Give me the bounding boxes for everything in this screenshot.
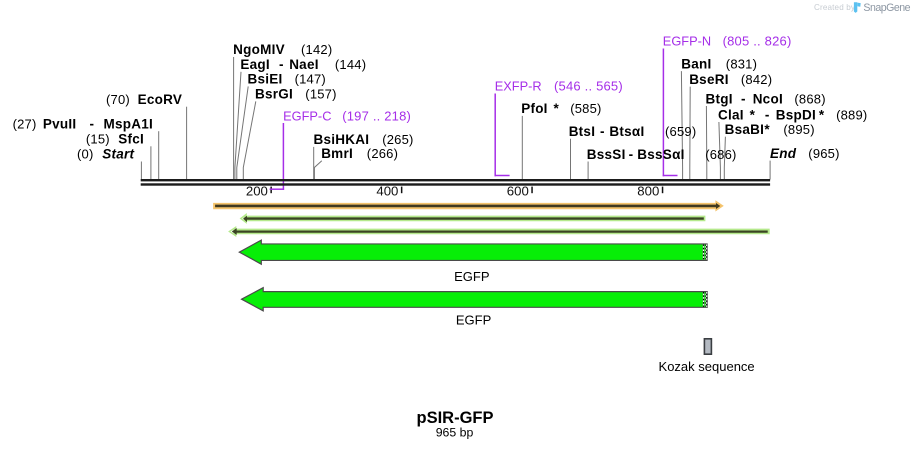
svg-text:EagI: EagI	[240, 57, 270, 72]
svg-text:(15): (15)	[86, 132, 110, 147]
svg-text:(831): (831)	[726, 57, 757, 72]
svg-text:BsiEI: BsiEI	[248, 72, 283, 87]
svg-text:EGFP-C: EGFP-C	[283, 108, 331, 123]
svg-text:NcoI: NcoI	[753, 91, 783, 106]
svg-text:BssSI: BssSI	[587, 147, 626, 162]
svg-text:(157): (157)	[305, 87, 336, 102]
svg-text:-: -	[765, 107, 770, 122]
svg-text:EXFP-R: EXFP-R	[495, 79, 542, 94]
svg-text:BsrGI: BsrGI	[255, 87, 293, 102]
svg-text:(842): (842)	[741, 72, 772, 87]
svg-text:PfoI: PfoI	[521, 101, 548, 116]
svg-text:BspDI: BspDI	[776, 107, 816, 122]
svg-text:(889): (889)	[836, 107, 867, 122]
svg-text:BanI: BanI	[681, 57, 711, 72]
svg-text:(965): (965)	[808, 146, 839, 161]
svg-text:(895): (895)	[783, 122, 814, 137]
svg-text:Kozak sequence: Kozak sequence	[659, 359, 755, 374]
svg-text:EGFP: EGFP	[456, 312, 491, 327]
svg-text:BsiHKAI: BsiHKAI	[314, 132, 370, 147]
svg-text:800: 800	[637, 183, 659, 198]
svg-text:-: -	[629, 147, 634, 162]
svg-text:BmrI: BmrI	[321, 146, 353, 161]
svg-text:965 bp: 965 bp	[436, 426, 474, 440]
svg-text:EGFP: EGFP	[454, 269, 489, 284]
svg-text:(144): (144)	[335, 57, 366, 72]
svg-text:(147): (147)	[295, 72, 326, 87]
svg-text:200: 200	[246, 183, 268, 198]
svg-text:(868): (868)	[794, 91, 825, 106]
svg-text:EcoRV: EcoRV	[138, 92, 183, 107]
svg-text:400: 400	[376, 183, 398, 198]
svg-text:BssSαI: BssSαI	[637, 147, 684, 162]
svg-text:(265): (265)	[382, 132, 413, 147]
svg-text:SfcI: SfcI	[118, 132, 144, 147]
svg-text:(0): (0)	[77, 147, 94, 162]
svg-text:-: -	[600, 124, 605, 139]
svg-text:(686): (686)	[705, 147, 736, 162]
svg-text:(805 .. 826): (805 .. 826)	[723, 34, 792, 49]
svg-text:(585): (585)	[570, 101, 601, 116]
svg-text:600: 600	[507, 183, 529, 198]
svg-text:NaeI: NaeI	[289, 57, 319, 72]
svg-text:EGFP-N: EGFP-N	[663, 34, 711, 49]
svg-text:pSIR-GFP: pSIR-GFP	[417, 409, 494, 427]
svg-text:*: *	[750, 107, 756, 122]
svg-text:ClaI: ClaI	[718, 107, 744, 122]
svg-text:BtsαI: BtsαI	[609, 124, 644, 139]
svg-text:BtsI: BtsI	[569, 124, 596, 139]
svg-text:BsaBI: BsaBI	[725, 122, 765, 137]
svg-text:(70): (70)	[106, 92, 130, 107]
svg-text:*: *	[554, 101, 560, 116]
svg-text:SnapGene: SnapGene	[863, 2, 910, 14]
svg-text:-: -	[741, 91, 746, 106]
svg-text:BseRI: BseRI	[689, 72, 729, 87]
svg-text:Created by: Created by	[814, 3, 856, 12]
svg-text:NgoMIV: NgoMIV	[233, 42, 285, 57]
svg-text:(197 .. 218): (197 .. 218)	[342, 108, 411, 123]
svg-text:PvuII: PvuII	[43, 116, 77, 131]
svg-text:-: -	[279, 57, 284, 72]
svg-text:(266): (266)	[367, 146, 398, 161]
svg-text:*: *	[764, 122, 770, 137]
svg-text:End: End	[770, 146, 797, 161]
svg-text:(546 .. 565): (546 .. 565)	[554, 79, 623, 94]
svg-text:MspA1I: MspA1I	[104, 116, 154, 131]
svg-text:(27): (27)	[13, 116, 37, 131]
svg-text:(659): (659)	[665, 124, 696, 139]
svg-text:Start: Start	[102, 147, 134, 162]
svg-text:*: *	[819, 107, 825, 122]
svg-text:BtgI: BtgI	[706, 91, 733, 106]
svg-text:(142): (142)	[301, 42, 332, 57]
svg-text:-: -	[90, 116, 95, 131]
